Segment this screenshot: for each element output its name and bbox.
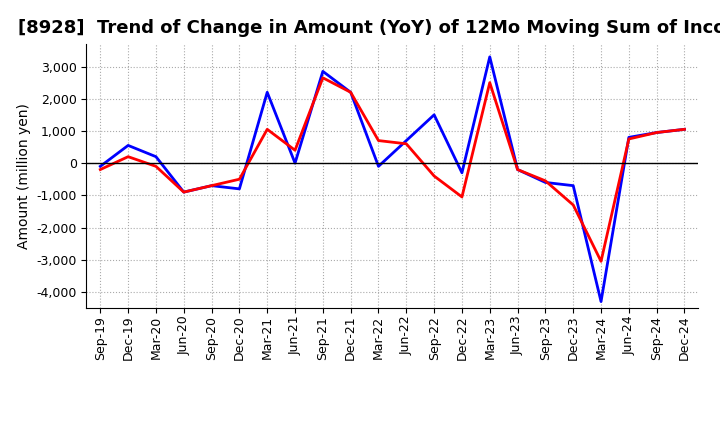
Ordinary Income xyxy=(569,183,577,188)
Net Income xyxy=(152,164,161,169)
Net Income xyxy=(207,183,216,188)
Ordinary Income xyxy=(485,54,494,59)
Net Income xyxy=(124,154,132,159)
Ordinary Income xyxy=(235,186,243,191)
Net Income xyxy=(318,75,327,81)
Net Income xyxy=(513,167,522,172)
Ordinary Income xyxy=(541,180,550,185)
Line: Ordinary Income: Ordinary Income xyxy=(100,57,685,301)
Ordinary Income xyxy=(152,154,161,159)
Net Income xyxy=(430,173,438,179)
Net Income xyxy=(179,190,188,195)
Net Income xyxy=(458,194,467,200)
Title: [8928]  Trend of Change in Amount (YoY) of 12Mo Moving Sum of Incomes: [8928] Trend of Change in Amount (YoY) o… xyxy=(18,19,720,37)
Net Income xyxy=(374,138,383,143)
Ordinary Income xyxy=(402,138,410,143)
Line: Net Income: Net Income xyxy=(100,78,685,261)
Y-axis label: Amount (million yen): Amount (million yen) xyxy=(17,103,31,249)
Ordinary Income xyxy=(346,90,355,95)
Ordinary Income xyxy=(430,112,438,117)
Ordinary Income xyxy=(124,143,132,148)
Net Income xyxy=(624,136,633,142)
Net Income xyxy=(235,176,243,182)
Ordinary Income xyxy=(374,164,383,169)
Ordinary Income xyxy=(513,167,522,172)
Net Income xyxy=(569,202,577,208)
Net Income xyxy=(96,167,104,172)
Net Income xyxy=(485,80,494,85)
Net Income xyxy=(652,130,661,135)
Ordinary Income xyxy=(597,299,606,304)
Net Income xyxy=(597,259,606,264)
Net Income xyxy=(402,141,410,147)
Net Income xyxy=(346,90,355,95)
Net Income xyxy=(541,178,550,183)
Net Income xyxy=(680,127,689,132)
Net Income xyxy=(263,127,271,132)
Ordinary Income xyxy=(291,161,300,166)
Ordinary Income xyxy=(96,164,104,169)
Ordinary Income xyxy=(652,130,661,135)
Ordinary Income xyxy=(179,190,188,195)
Net Income xyxy=(291,147,300,153)
Ordinary Income xyxy=(207,183,216,188)
Ordinary Income xyxy=(458,170,467,176)
Ordinary Income xyxy=(624,135,633,140)
Ordinary Income xyxy=(680,127,689,132)
Ordinary Income xyxy=(318,69,327,74)
Ordinary Income xyxy=(263,90,271,95)
